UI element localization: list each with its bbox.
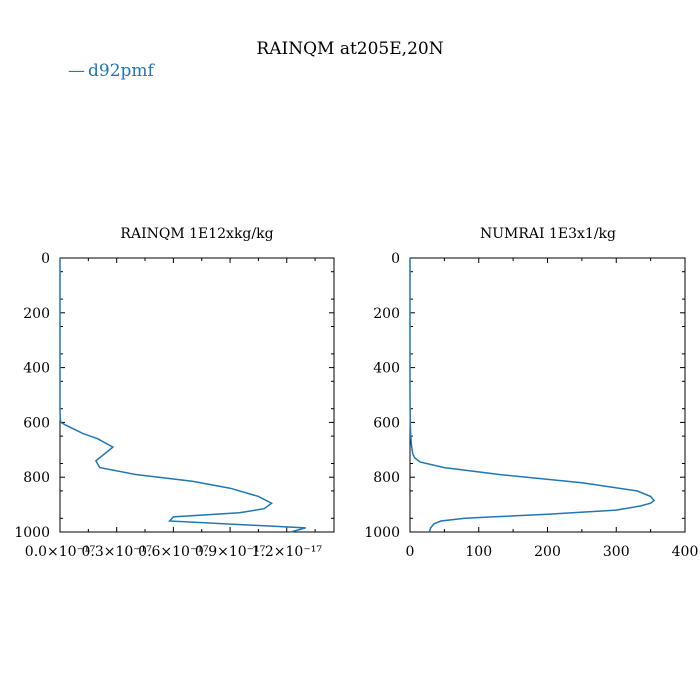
- y-tick-label: 600: [373, 415, 400, 431]
- x-tick-label: 100: [465, 544, 492, 560]
- x-tick-label: 300: [603, 544, 630, 560]
- figure-title: RAINQM at205E,20N: [256, 39, 443, 59]
- y-tick-label: 1000: [364, 525, 400, 541]
- legend-label: d92pmf: [88, 61, 156, 81]
- x-tick-label: 200: [534, 544, 561, 560]
- y-tick-label: 400: [373, 361, 400, 377]
- y-tick-label: 0: [41, 251, 50, 267]
- y-tick-label: 800: [373, 470, 400, 486]
- panel-rainqm-axes: 0 200 400 600 800 1000 0.0×10⁻¹⁷0.3×10⁻¹⁷0.6×1…: [14, 251, 334, 560]
- numrai-series-line: [409, 258, 656, 533]
- y-tick-label: 200: [373, 306, 400, 322]
- y-tick-label: 200: [23, 306, 50, 322]
- y-tick-label: 600: [23, 415, 50, 431]
- x-tick-label: 0.3×10⁻¹⁷: [81, 544, 152, 560]
- panel-numrai-title: NUMRAI 1E3x1/kg: [480, 226, 616, 242]
- x-tick-label: 1.2×10⁻¹⁷: [252, 544, 323, 560]
- x-tick-label: 0: [406, 544, 415, 560]
- y-tick-label: 400: [23, 361, 50, 377]
- x-tick-label: 0.9×10⁻¹⁷: [195, 544, 266, 560]
- x-tick-label: 0.0×10⁻¹⁷: [25, 544, 96, 560]
- panel-rainqm: RAINQM 1E12xkg/kg 0 200 400 600 800 1000 0.0×1…: [14, 226, 335, 560]
- x-tick-label: 0.6×10⁻¹⁷: [138, 544, 209, 560]
- y-tick-label: 0: [391, 251, 400, 267]
- panel-numrai-axes: 0 200 400 600 800 1000 0 100 200 300 400: [364, 251, 698, 560]
- panel-numrai: NUMRAI 1E3x1/kg 0 200 400 600 800 1000 0 100 200…: [364, 226, 698, 560]
- panel-rainqm-frame: [59, 257, 335, 533]
- x-tick-label: 400: [672, 544, 699, 560]
- y-tick-label: 1000: [14, 525, 50, 541]
- panel-rainqm-title: RAINQM 1E12xkg/kg: [120, 226, 273, 242]
- rainqm-series-line: [59, 258, 306, 533]
- legend: — d92pmf: [68, 61, 156, 81]
- legend-marker: —: [68, 61, 85, 81]
- y-tick-label: 800: [23, 470, 50, 486]
- panel-numrai-frame: [409, 257, 686, 533]
